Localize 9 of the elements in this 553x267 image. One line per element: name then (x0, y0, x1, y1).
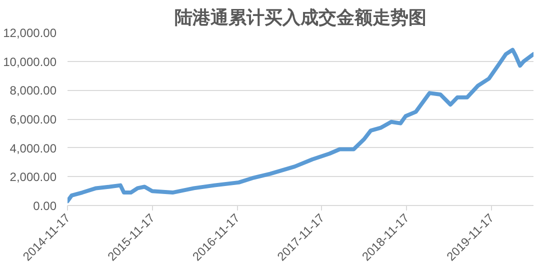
y-tick-label: 10,000.00 (3, 54, 57, 69)
chart-title: 陆港通累计买入成交金额走势图 (174, 8, 426, 28)
y-tick-label: 2,000.00 (10, 170, 57, 184)
y-tick-label: 12,000.00 (3, 26, 57, 40)
y-tick-label: 4,000.00 (10, 141, 57, 156)
y-tick-label: 8,000.00 (10, 84, 57, 98)
y-tick-label: 0.00 (33, 199, 57, 213)
y-tick-label: 6,000.00 (10, 112, 57, 126)
line-series (68, 48, 534, 204)
